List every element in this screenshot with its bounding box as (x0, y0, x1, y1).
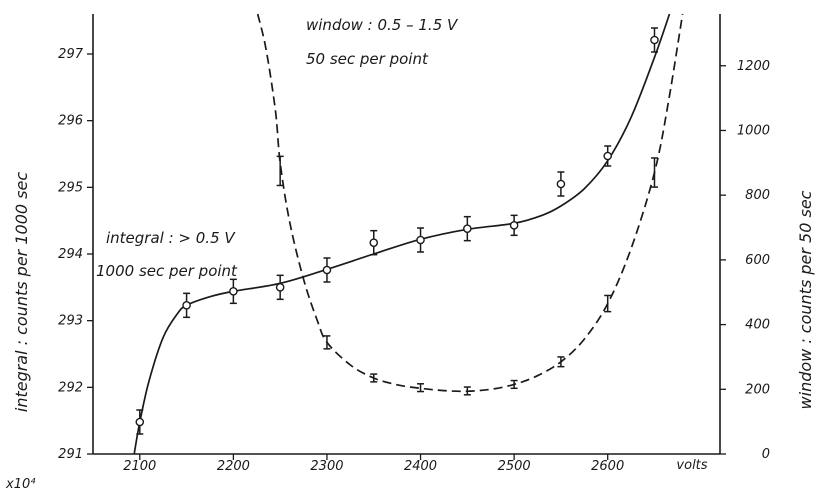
right-tick-label: 200 (745, 382, 770, 397)
window-series-curve (256, 13, 684, 393)
x-tick-label: 2200 (217, 459, 250, 474)
left-tick-label: 292 (58, 380, 83, 395)
window-series-sub-annotation: 50 sec per point (306, 50, 429, 68)
integral-data-point (275, 283, 285, 292)
x-tick-label: 2500 (498, 459, 531, 474)
right-axis-ticks: 0 200 400 600 800 1000 1200 (720, 59, 770, 462)
left-axis-multiplier: x10⁴ (5, 477, 36, 492)
x-axis-ticks: 2100 2200 2300 2400 2500 2600 (123, 454, 624, 474)
window-series-annotation: window : 0.5 – 1.5 V (306, 16, 459, 34)
integral-data-point (509, 221, 519, 230)
left-tick-label: 293 (58, 314, 83, 329)
integral-data-point (369, 238, 379, 247)
right-tick-label: 1000 (737, 123, 770, 138)
integral-data-point (603, 151, 613, 161)
x-tick-label: 2600 (591, 459, 624, 474)
left-tick-label: 295 (58, 180, 83, 195)
left-tick-label: 291 (58, 447, 83, 462)
left-axis-label: integral : counts per 1000 sec (12, 172, 31, 412)
left-tick-label: 296 (58, 114, 83, 129)
integral-series-sub-annotation: 1000 sec per point (96, 262, 238, 280)
integral-data-point (135, 417, 145, 427)
right-tick-label: 800 (745, 188, 770, 203)
left-axis-ticks: 291 292 293 294 295 296 297 (58, 47, 93, 462)
x-tick-label: 2100 (123, 459, 156, 474)
x-tick-label: 2400 (404, 459, 437, 474)
x-axis-label: volts (676, 458, 707, 473)
series-points (135, 27, 659, 435)
right-tick-label: 0 (762, 447, 770, 462)
integral-data-point (650, 35, 659, 45)
integral-series-annotation: integral : > 0.5 V (106, 229, 236, 247)
right-tick-label: 600 (745, 253, 770, 268)
left-tick-label: 297 (58, 47, 84, 62)
integral-data-point (182, 301, 191, 310)
left-tick-label: 294 (58, 247, 83, 262)
axes (92, 14, 721, 455)
integral-data-point (556, 179, 566, 189)
integral-data-point (229, 287, 238, 296)
integral-data-point (322, 265, 332, 275)
x-tick-label: 2300 (310, 459, 343, 474)
right-axis-label: window : counts per 50 sec (796, 190, 815, 409)
integral-data-point (463, 224, 472, 233)
right-tick-label: 400 (745, 318, 770, 333)
integral-data-point (416, 235, 425, 245)
right-tick-label: 1200 (737, 59, 770, 74)
